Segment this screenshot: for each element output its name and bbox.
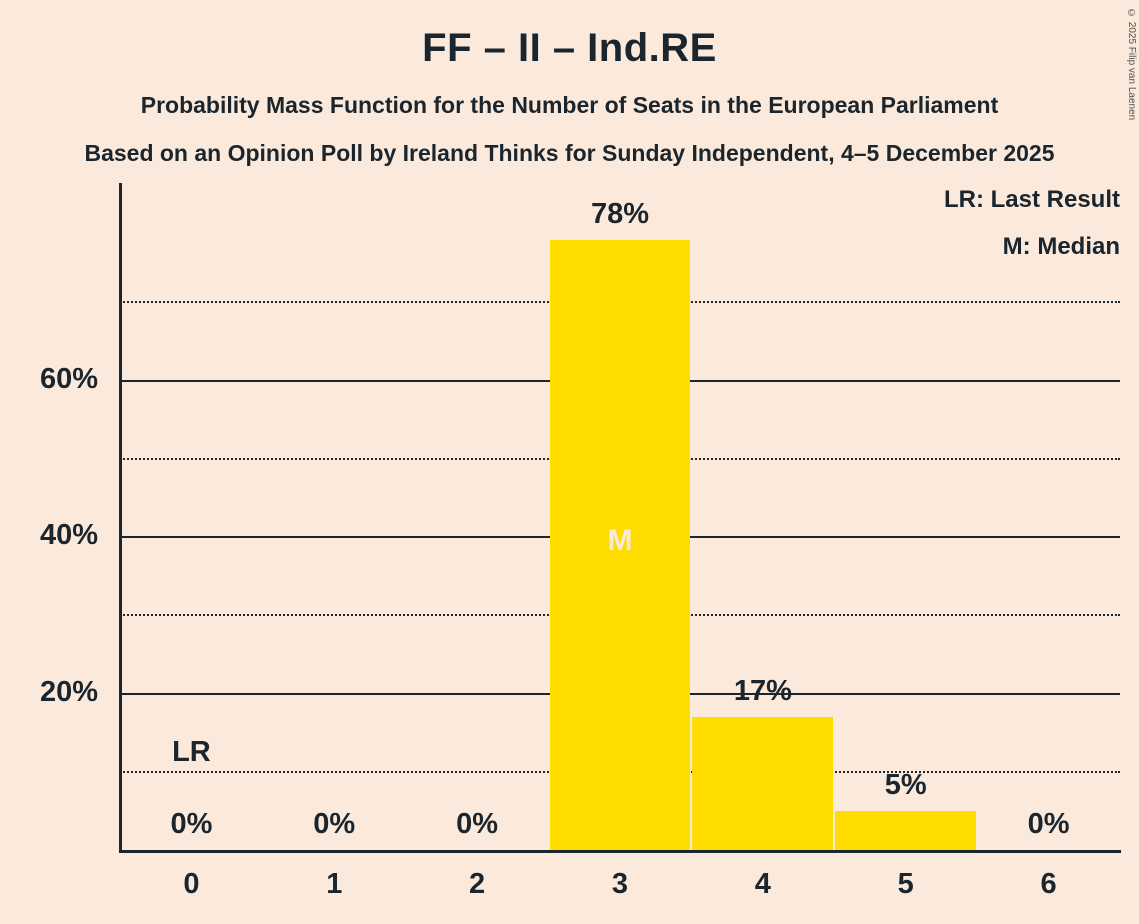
copyright-notice: © 2025 Filip van Laenen: [1126, 8, 1137, 121]
x-tick-label: 0: [183, 868, 200, 900]
legend-median: M: Median: [1002, 233, 1120, 260]
chart-subtitle-method: Probability Mass Function for the Number…: [140, 92, 999, 118]
bar: [835, 810, 977, 850]
x-tick-label: 2: [469, 868, 486, 900]
bar-value-label: 0%: [170, 808, 213, 840]
median-marker: M: [607, 523, 633, 557]
y-tick-label: 60%: [39, 362, 98, 395]
legend-last-result: LR: Last Result: [943, 186, 1120, 213]
bar: [549, 239, 691, 850]
x-axis-line: [119, 850, 1121, 853]
bar: [692, 717, 834, 850]
x-tick-label: 3: [611, 868, 629, 900]
x-tick-label: 6: [1040, 868, 1057, 900]
bar-value-label: 0%: [313, 808, 356, 840]
y-tick-label: 40%: [39, 519, 98, 552]
bar-value-label: 78%: [590, 197, 649, 230]
chart-title: FF – II – Ind.RE: [422, 26, 717, 70]
x-tick-label: 1: [326, 868, 343, 900]
chart-subtitle-source: Based on an Opinion Poll by Ireland Thin…: [84, 140, 1055, 166]
y-axis-line: [119, 183, 122, 853]
last-result-marker: LR: [172, 736, 211, 768]
x-tick-label: 5: [897, 868, 914, 900]
bar-value-label: 17%: [733, 675, 792, 707]
y-tick-label: 20%: [39, 675, 98, 708]
bar-value-label: 5%: [884, 768, 927, 801]
bar-value-label: 0%: [1027, 808, 1070, 840]
bar-value-label: 0%: [456, 808, 499, 840]
x-tick-label: 4: [754, 868, 771, 900]
